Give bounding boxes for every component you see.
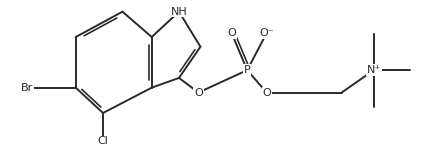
Text: Cl: Cl — [97, 136, 108, 146]
Text: O⁻: O⁻ — [259, 28, 274, 38]
Text: P: P — [244, 65, 251, 75]
Text: O: O — [227, 28, 236, 38]
Text: O: O — [194, 87, 203, 98]
Text: NH: NH — [171, 7, 187, 17]
Text: O: O — [262, 87, 271, 98]
Text: Br: Br — [21, 83, 33, 93]
Text: H: H — [175, 7, 183, 17]
Text: N⁺: N⁺ — [367, 65, 381, 75]
